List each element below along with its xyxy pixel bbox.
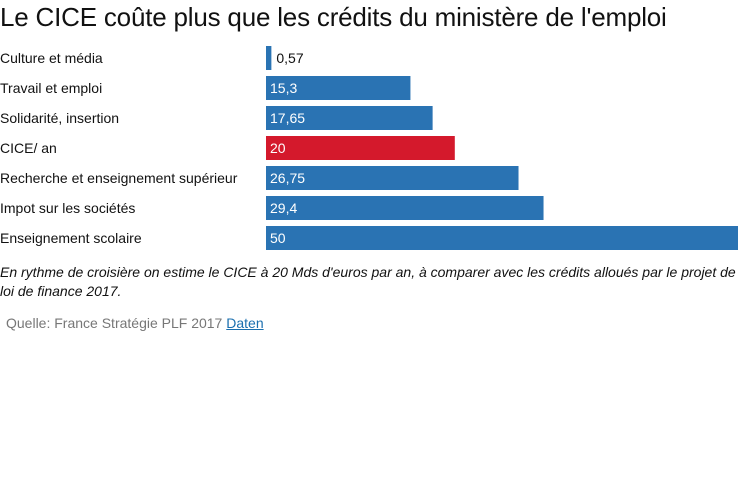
category-label: CICE/ an bbox=[0, 140, 57, 156]
bar bbox=[266, 46, 272, 70]
chart-caption: En rythme de croisière on estime le CICE… bbox=[0, 264, 736, 299]
value-label: 0,57 bbox=[276, 50, 303, 66]
category-label: Impot sur les sociétés bbox=[0, 200, 135, 216]
bar bbox=[266, 166, 519, 190]
bar-chart: Culture et média 0,57 Travail et emploi 15,… bbox=[0, 46, 738, 250]
source-prefix: Quelle: bbox=[6, 315, 51, 331]
value-label: 29,4 bbox=[270, 200, 297, 216]
value-label: 17,65 bbox=[270, 110, 305, 126]
category-label: Travail et emploi bbox=[0, 80, 102, 96]
chart-title: Le CICE coûte plus que les crédits du mi… bbox=[0, 2, 667, 32]
category-label: Culture et média bbox=[0, 50, 103, 66]
category-label: Recherche et enseignement supérieur bbox=[0, 170, 238, 186]
source-line: Quelle: France Stratégie PLF 2017 Daten bbox=[6, 315, 264, 331]
bar bbox=[266, 226, 738, 250]
bar bbox=[266, 76, 411, 100]
category-label: Enseignement scolaire bbox=[0, 230, 142, 246]
data-link[interactable]: Daten bbox=[226, 315, 264, 331]
value-label: 20 bbox=[270, 140, 286, 156]
value-label: 15,3 bbox=[270, 80, 297, 96]
bar bbox=[266, 106, 433, 130]
category-label: Solidarité, insertion bbox=[0, 110, 119, 126]
bar bbox=[266, 136, 455, 160]
bar bbox=[266, 196, 544, 220]
value-label: 26,75 bbox=[270, 170, 305, 186]
source-text: France Stratégie PLF 2017 bbox=[54, 315, 223, 331]
value-label: 50 bbox=[270, 230, 286, 246]
